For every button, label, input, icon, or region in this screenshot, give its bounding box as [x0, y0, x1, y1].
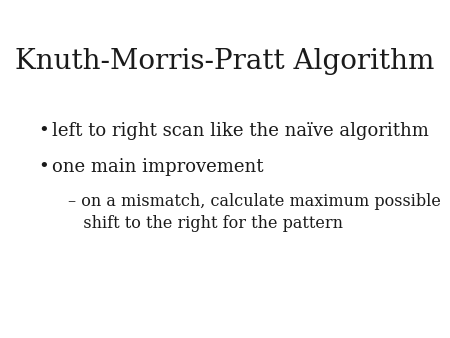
Text: •: •	[38, 122, 49, 140]
Text: Knuth-Morris-Pratt Algorithm: Knuth-Morris-Pratt Algorithm	[15, 48, 435, 75]
Text: one main improvement: one main improvement	[52, 158, 264, 176]
Text: •: •	[38, 158, 49, 176]
Text: left to right scan like the naïve algorithm: left to right scan like the naïve algori…	[52, 122, 429, 140]
Text: – on a mismatch, calculate maximum possible
   shift to the right for the patter: – on a mismatch, calculate maximum possi…	[68, 193, 441, 232]
